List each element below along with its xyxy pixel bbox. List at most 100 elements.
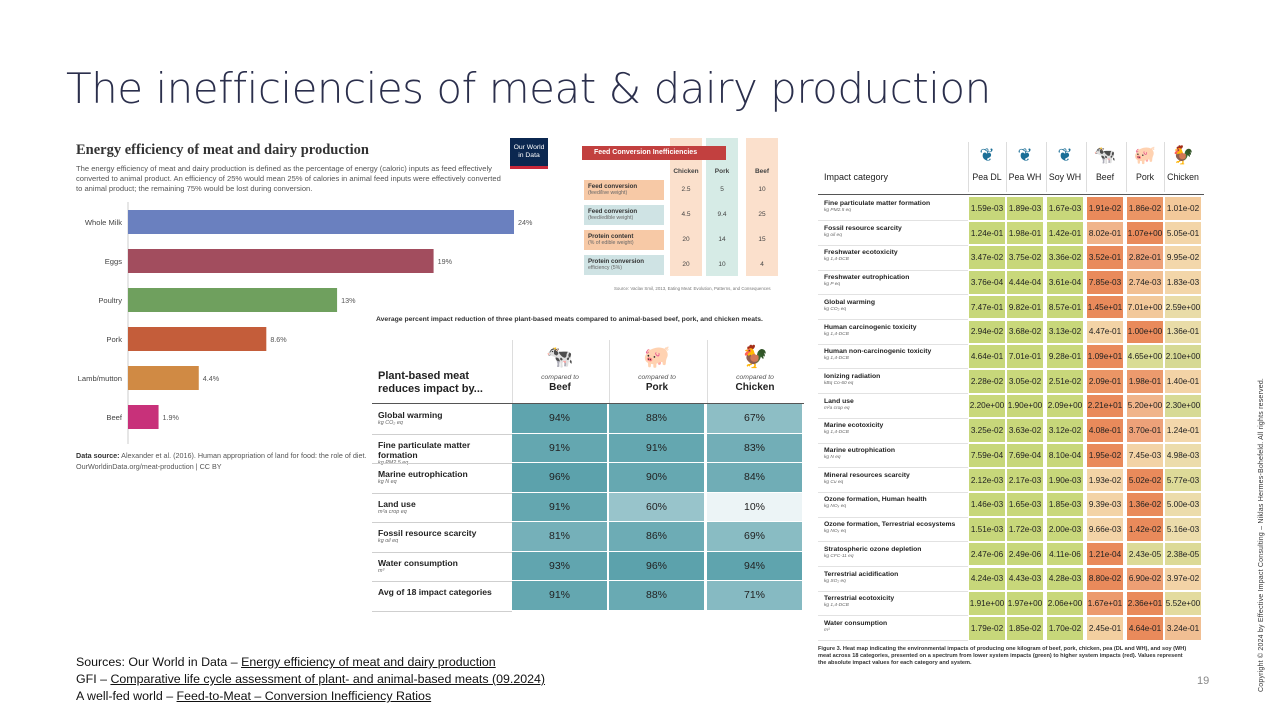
heatmap-cell: 1.95e-02 bbox=[1086, 443, 1124, 468]
pea-icon: ❦ bbox=[1017, 145, 1033, 165]
source-link-owid[interactable]: Energy efficiency of meat and dairy prod… bbox=[241, 655, 496, 669]
source-link-gfi[interactable]: Comparative life cycle assessment of pla… bbox=[110, 672, 546, 686]
chicken-icon: 🐓 bbox=[1171, 145, 1195, 165]
heatmap-cell: 1.98e-01 bbox=[1006, 220, 1044, 246]
heatmap-cell: 2.74e-03 bbox=[1126, 270, 1164, 295]
heatmap-row-label: Ozone formation, Terrestrial ecosystems k… bbox=[824, 521, 955, 535]
slide-title: The inefficiencies of meat & dairy produ… bbox=[66, 64, 991, 113]
heatmap-cell: 7.59e-04 bbox=[968, 443, 1006, 468]
heatmap-cell: 3.24e-01 bbox=[1164, 615, 1202, 641]
heatmap-cell: 5.16e-03 bbox=[1164, 517, 1202, 542]
heatmap-row-rule bbox=[818, 516, 968, 518]
source-link-wellfed[interactable]: Feed-to-Meat – Conversion Inefficiency R… bbox=[176, 689, 432, 703]
feed-row-title: Feed conversion bbox=[588, 208, 638, 215]
heatmap-header-border bbox=[818, 194, 1204, 195]
heatmap-cell: 2.06e+00 bbox=[1046, 591, 1084, 616]
heatmap-cell: 2.59e+00 bbox=[1164, 294, 1202, 320]
feed-row-bg bbox=[584, 255, 664, 275]
heatmap-cell: 1.85e-03 bbox=[1046, 492, 1084, 518]
feed-row-title: Protein content bbox=[588, 233, 634, 240]
impact-heatmap: Figure 3. Heat map indicating the enviro… bbox=[818, 138, 1204, 702]
table-caption: Average percent impact reduction of thre… bbox=[376, 316, 763, 323]
gfi-row-title: Fine particulate matter formation bbox=[378, 439, 471, 460]
heatmap-row-title: Human non-carcinogenic toxicity bbox=[824, 348, 932, 356]
heatmap-row-unit: m³ bbox=[824, 627, 830, 633]
heatmap-row-rule bbox=[818, 640, 968, 642]
bar-category-label: Eggs bbox=[105, 257, 123, 266]
heatmap-cell: 2.17e-03 bbox=[1006, 467, 1044, 493]
heatmap-row-rule bbox=[818, 467, 968, 469]
gfi-row-title: Avg of 18 impact categories bbox=[378, 587, 492, 597]
gfi-row-label: Land use m²a crop eq bbox=[378, 499, 510, 516]
heatmap-column-divider bbox=[968, 142, 969, 192]
heatmap-row-unit: kg PM2.5 eq bbox=[824, 208, 851, 213]
heatmap-cell: 2.09e-01 bbox=[1086, 368, 1124, 394]
heatmap-row-title: Marine eutrophication bbox=[824, 447, 895, 454]
heatmap-row-rule bbox=[818, 442, 968, 444]
heatmap-cell: 8.80e-02 bbox=[1086, 566, 1124, 592]
feed-row-label: Protein conversion efficiency (5%) bbox=[588, 258, 668, 272]
logo-line-2: in Data bbox=[518, 152, 540, 159]
heatmap-cell: 5.20e+00 bbox=[1126, 393, 1164, 419]
gfi-value-cell: 86% bbox=[609, 522, 705, 552]
source-label: Data source: bbox=[76, 451, 120, 460]
heatmap-cell: 2.30e+00 bbox=[1164, 393, 1202, 419]
heatmap-row-title: Terrestrial ecotoxicity bbox=[824, 595, 895, 603]
heatmap-row-label: Fossil resource scarcity kg oil eq bbox=[824, 225, 902, 239]
heatmap-cell: 3.47e-02 bbox=[968, 245, 1006, 271]
heatmap-row-rule bbox=[818, 590, 968, 592]
logo-line-1: Our World bbox=[513, 144, 545, 151]
feed-value: 20 bbox=[682, 236, 690, 243]
heatmap-cell: 1.83e-03 bbox=[1164, 270, 1202, 295]
heatmap-cell: 2.43e-05 bbox=[1126, 541, 1164, 567]
heatmap-row-unit: kg N eq bbox=[824, 455, 841, 460]
heatmap-row-label: Terrestrial acidification kg SO₂ eq bbox=[824, 571, 898, 585]
gfi-value-cell: 91% bbox=[512, 433, 608, 463]
feed-source: Source: Vaclav Smil, 2013, Eating Meat: … bbox=[614, 286, 771, 291]
heatmap-row-unit: kg 1,4-DCB bbox=[824, 257, 849, 263]
heatmap-cell: 3.76e-04 bbox=[968, 270, 1006, 295]
gfi-row-rule bbox=[372, 522, 512, 523]
gfi-row-unit: kg PM2.5 eq bbox=[378, 460, 510, 467]
source-prefix: GFI – bbox=[76, 672, 111, 686]
heatmap-column-divider bbox=[1046, 142, 1047, 192]
gfi-value-cell: 94% bbox=[707, 551, 803, 581]
heatmap-row-rule bbox=[818, 491, 968, 493]
heatmap-row-label: Marine ecotoxicity kg 1,4-DCB bbox=[824, 422, 883, 436]
heatmap-row-label: Global warming kg CO₂ eq bbox=[824, 299, 875, 313]
heatmap-row-label: Human carcinogenic toxicity kg 1,4-DCB bbox=[824, 324, 917, 338]
feed-row-sub: efficiency (5%) bbox=[588, 265, 622, 271]
source-prefix: Sources: Our World in Data – bbox=[76, 655, 242, 669]
feed-row-sub: (feed/edible weight) bbox=[588, 215, 634, 221]
heatmap-cell: 1.90e+00 bbox=[1006, 393, 1044, 419]
gfi-row-label: Water consumption m³ bbox=[378, 558, 510, 575]
gfi-value-cell: 88% bbox=[609, 581, 705, 611]
feed-row-sub: (% of edible weight) bbox=[588, 240, 634, 246]
bar-whole-milk bbox=[128, 210, 514, 234]
heatmap-row-rule bbox=[818, 393, 968, 395]
feed-value: 5 bbox=[720, 186, 724, 193]
gfi-row-rule bbox=[372, 610, 512, 612]
heatmap-row-label: Land use m²a crop eq bbox=[824, 398, 854, 412]
sources-list: Sources: Our World in Data – Energy effi… bbox=[76, 654, 545, 705]
heatmap-cell: 1.91e-02 bbox=[1086, 196, 1124, 221]
gfi-header-divider bbox=[707, 340, 708, 404]
heatmap-row-title: Terrestrial acidification bbox=[824, 570, 899, 578]
heatmap-cell: 1.01e-02 bbox=[1164, 196, 1202, 221]
bar-value-label: 19% bbox=[438, 257, 453, 266]
heatmap-cell: 1.67e-03 bbox=[1046, 196, 1084, 221]
heatmap-row-label: Marine eutrophication kg N eq bbox=[824, 447, 895, 461]
heatmap-column-header: Chicken bbox=[1167, 172, 1199, 182]
heatmap-cell: 2.82e-01 bbox=[1126, 245, 1164, 271]
heatmap-row-label: Stratospheric ozone depletion kg CFC-11 e… bbox=[824, 546, 921, 560]
heatmap-cell: 2.45e-01 bbox=[1086, 615, 1124, 641]
gfi-header-divider bbox=[609, 340, 610, 404]
heatmap-cell: 9.95e-02 bbox=[1164, 245, 1202, 271]
heatmap-cell: 4.28e-03 bbox=[1046, 566, 1084, 592]
heatmap-row-rule bbox=[818, 294, 968, 296]
gfi-row-rule bbox=[372, 463, 512, 464]
heatmap-cell: 4.24e-03 bbox=[968, 566, 1006, 592]
heatmap-cell: 1.36e-02 bbox=[1126, 492, 1164, 518]
heatmap-cell: 5.02e-02 bbox=[1126, 467, 1164, 493]
gfi-row-unit: kg CO₂ eq bbox=[378, 420, 403, 426]
